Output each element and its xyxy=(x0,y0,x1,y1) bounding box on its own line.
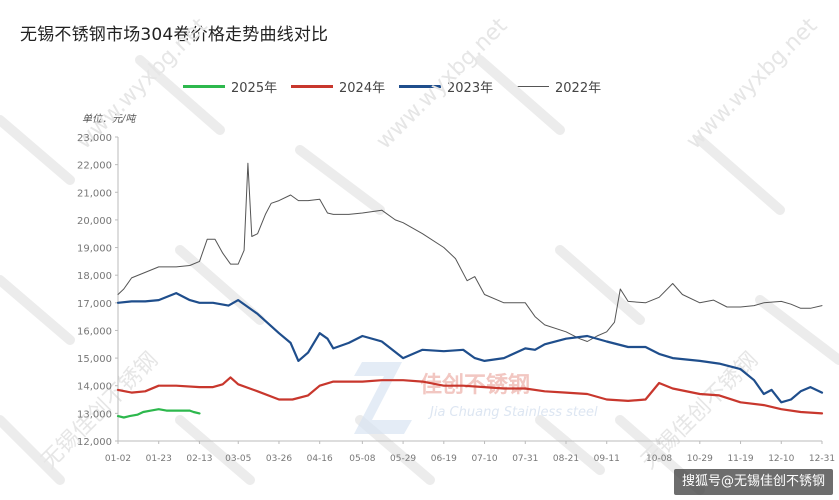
watermark-logo-mark xyxy=(354,362,412,434)
watermark-stroke-10 xyxy=(755,295,839,365)
y-tick-label-2: 14,000 xyxy=(77,382,112,393)
footer-credit: 搜狐号@无锡佳创不锈钢 xyxy=(673,469,833,495)
unit-label: 单位：元/吨 xyxy=(82,114,136,125)
legend-item-2024: 2024年 xyxy=(291,77,386,96)
x-tick-label-6: 05-08 xyxy=(349,454,375,464)
legend-label-2024: 2024年 xyxy=(339,80,386,96)
x-tick-label-4: 03-26 xyxy=(266,454,292,464)
watermark-stroke-5 xyxy=(295,145,385,215)
y-tick-label-6: 18,000 xyxy=(77,271,112,282)
legend-item-2022: 2022年 xyxy=(507,77,602,96)
y-tick-label-0: 12,000 xyxy=(77,437,112,448)
y-tick-label-10: 22,000 xyxy=(77,161,112,172)
watermark-stroke-6 xyxy=(475,55,565,135)
y-tick-label-1: 13,000 xyxy=(77,409,112,420)
watermark-stroke-9 xyxy=(695,135,785,215)
watermark-stroke-2 xyxy=(0,415,65,485)
watermark-stroke-4 xyxy=(175,245,265,325)
x-tick-label-12: 09-11 xyxy=(594,454,620,464)
x-tick-label-7: 05-29 xyxy=(390,454,416,464)
legend-label-2025: 2025年 xyxy=(231,80,278,96)
watermark-stroke-11 xyxy=(175,415,255,485)
legend-item-2025: 2025年 xyxy=(183,77,278,96)
legend-swatch-2023 xyxy=(399,84,441,88)
x-tick-label-15: 11-19 xyxy=(727,454,753,464)
series-line-2023年 xyxy=(116,292,824,404)
y-tick-label-5: 17,000 xyxy=(77,299,112,310)
y-tick-label-7: 19,000 xyxy=(77,244,112,255)
x-tick-label-3: 03-05 xyxy=(225,454,251,464)
watermark-stroke-7 xyxy=(555,245,645,325)
series-line-2024年 xyxy=(116,376,824,415)
watermark-logo-subtext: Jia Chuang Stainless steel xyxy=(427,405,598,420)
legend-label-2023: 2023年 xyxy=(447,80,494,96)
y-tick-label-4: 16,000 xyxy=(77,326,112,337)
x-tick-label-8: 06-19 xyxy=(431,454,457,464)
x-tick-label-0: 01-02 xyxy=(105,454,131,464)
legend-label-2022: 2022年 xyxy=(555,80,602,96)
y-tick-label-11: 23,000 xyxy=(77,133,112,144)
x-tick-label-11: 08-21 xyxy=(553,454,579,464)
watermark-stroke-13 xyxy=(535,415,605,475)
x-tick-label-9: 07-10 xyxy=(471,454,497,464)
x-tick-label-17: 12-31 xyxy=(809,454,835,464)
watermark-url-3: www.wyxbg.net xyxy=(682,13,823,154)
watermark-stroke-1 xyxy=(0,275,75,345)
watermark-stroke-3 xyxy=(135,55,225,135)
y-tick-label-9: 21,000 xyxy=(77,188,112,199)
legend-swatch-2025 xyxy=(183,84,225,88)
series-line-2025年 xyxy=(116,408,201,419)
watermark-stroke-0 xyxy=(0,115,75,185)
legend-item-2023: 2023年 xyxy=(399,77,494,96)
chart-title: 无锡不锈钢市场304卷价格走势曲线对比 xyxy=(20,25,329,45)
x-tick-label-10: 07-31 xyxy=(512,454,538,464)
series-line-2022年 xyxy=(117,162,823,342)
legend-swatch-2022 xyxy=(507,85,549,87)
watermark-url-2: www.wyxbg.net xyxy=(372,13,513,154)
y-tick-label-3: 15,000 xyxy=(77,354,112,365)
x-tick-label-5: 04-16 xyxy=(307,454,333,464)
x-tick-label-2: 02-13 xyxy=(186,454,212,464)
y-tick-label-8: 20,000 xyxy=(77,216,112,227)
x-tick-label-1: 01-23 xyxy=(146,454,172,464)
x-tick-label-13: 10-08 xyxy=(646,454,672,464)
legend-swatch-2024 xyxy=(291,84,333,88)
x-tick-label-14: 10-29 xyxy=(687,454,713,464)
x-tick-label-16: 12-10 xyxy=(768,454,794,464)
